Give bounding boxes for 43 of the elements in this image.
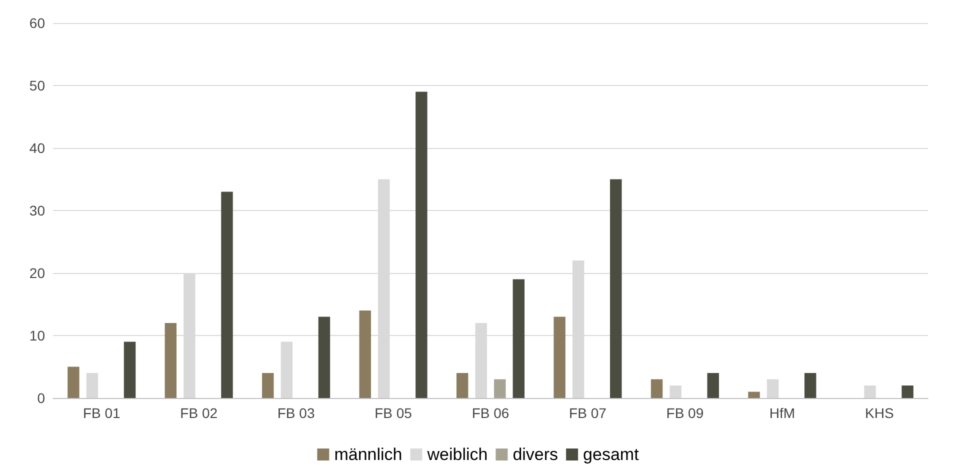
x-tick-label: FB 05 [374,405,412,421]
y-tick-label: 60 [29,15,46,31]
bar [902,386,914,398]
legend-label: männlich [334,445,402,464]
x-tick-label: FB 01 [82,405,120,421]
y-tick-label: 50 [29,78,46,94]
bar [650,379,663,398]
bar [86,373,98,398]
x-tick-label: FB 09 [666,405,704,421]
x-tick-label: HfM [769,405,796,421]
legend-label: gesamt [583,445,640,464]
bar [670,386,682,398]
bar [221,192,233,398]
bar [707,373,719,398]
bar [359,310,371,398]
y-tick-label: 40 [29,140,46,156]
bar [124,342,136,398]
y-tick-label: 20 [29,265,46,281]
x-tick-label: FB 02 [180,405,218,421]
bar [554,316,566,398]
bar [804,373,816,398]
y-tick-label: 10 [29,328,46,344]
bar [164,323,177,398]
bar [864,386,876,398]
bar [262,373,274,398]
bar [456,373,468,398]
bar [68,366,80,398]
x-tick-label: KHS [864,405,894,421]
bar [494,379,506,398]
bar [748,392,760,398]
bar [512,279,525,398]
bar [318,316,330,398]
legend-label: divers [512,445,558,464]
bar [280,342,293,398]
bar [416,92,428,398]
bar [610,179,622,398]
y-tick-label: 30 [29,202,46,218]
x-tick-label: FB 06 [472,405,510,421]
bar [766,379,779,398]
y-tick-label: 0 [37,390,46,406]
legend-label: weiblich [426,445,488,464]
x-tick-label: FB 07 [569,405,607,421]
x-tick-label: FB 03 [277,405,315,421]
